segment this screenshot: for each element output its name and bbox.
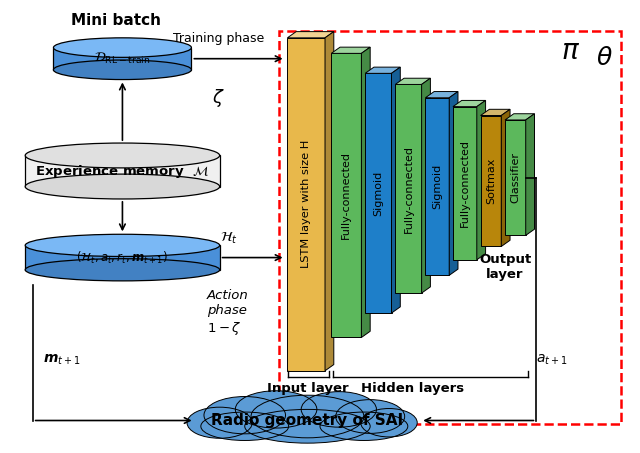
- Polygon shape: [362, 47, 370, 337]
- Polygon shape: [325, 32, 334, 371]
- Ellipse shape: [25, 174, 220, 199]
- FancyBboxPatch shape: [396, 84, 422, 293]
- Text: Action
phase
$1 - \zeta$: Action phase $1 - \zeta$: [207, 289, 249, 337]
- Polygon shape: [287, 32, 334, 38]
- Ellipse shape: [25, 143, 220, 168]
- Polygon shape: [332, 47, 370, 53]
- Ellipse shape: [204, 396, 285, 434]
- Ellipse shape: [54, 38, 191, 58]
- Text: $(\mathcal{H}_t, a_t, r_t, \boldsymbol{m}_{t+1})$: $(\mathcal{H}_t, a_t, r_t, \boldsymbol{m…: [76, 250, 168, 265]
- Polygon shape: [453, 101, 486, 106]
- Bar: [54, 48, 191, 70]
- Polygon shape: [396, 78, 430, 84]
- Text: Classifier: Classifier: [510, 152, 520, 203]
- Text: Output
layer: Output layer: [479, 253, 531, 281]
- Text: Input layer: Input layer: [267, 382, 348, 395]
- Text: $\pi$: $\pi$: [561, 37, 580, 65]
- Ellipse shape: [244, 410, 370, 443]
- Polygon shape: [392, 67, 400, 313]
- Ellipse shape: [187, 407, 252, 438]
- Text: Fully-connected: Fully-connected: [460, 139, 470, 227]
- Polygon shape: [525, 114, 534, 236]
- Text: Sigmoid: Sigmoid: [432, 164, 442, 209]
- Ellipse shape: [25, 234, 220, 256]
- Polygon shape: [449, 92, 458, 275]
- Ellipse shape: [361, 409, 417, 437]
- Ellipse shape: [320, 412, 408, 440]
- FancyBboxPatch shape: [426, 98, 449, 275]
- FancyBboxPatch shape: [365, 73, 392, 313]
- Text: $a_{t+1}$: $a_{t+1}$: [536, 352, 568, 367]
- Text: Radio geometry of SAI: Radio geometry of SAI: [211, 413, 403, 428]
- Ellipse shape: [236, 391, 317, 428]
- Text: $\mathcal{H}_t$: $\mathcal{H}_t$: [220, 231, 238, 246]
- Polygon shape: [505, 114, 534, 120]
- Polygon shape: [477, 101, 486, 260]
- Text: Hidden layers: Hidden layers: [361, 382, 465, 395]
- Ellipse shape: [251, 395, 364, 438]
- Text: $\mathcal{D}_{\mathrm{RL-train}}$: $\mathcal{D}_{\mathrm{RL-train}}$: [94, 51, 150, 66]
- Ellipse shape: [25, 259, 220, 281]
- Polygon shape: [501, 109, 510, 246]
- Bar: [25, 246, 220, 270]
- Text: Fully-connected: Fully-connected: [341, 151, 351, 240]
- FancyBboxPatch shape: [505, 120, 525, 236]
- Ellipse shape: [54, 60, 191, 80]
- Polygon shape: [426, 92, 458, 98]
- FancyBboxPatch shape: [287, 38, 325, 371]
- FancyBboxPatch shape: [332, 53, 362, 337]
- Polygon shape: [422, 78, 430, 293]
- Text: Experience memory  $\mathcal{M}$: Experience memory $\mathcal{M}$: [35, 163, 209, 179]
- Text: Softmax: Softmax: [486, 158, 496, 204]
- Ellipse shape: [201, 412, 289, 440]
- Ellipse shape: [301, 392, 376, 427]
- Polygon shape: [365, 67, 400, 73]
- Text: Fully-connected: Fully-connected: [403, 145, 413, 233]
- Polygon shape: [481, 109, 510, 116]
- Text: LSTM layer with size H: LSTM layer with size H: [301, 140, 311, 269]
- Text: Mini batch: Mini batch: [71, 13, 161, 28]
- Text: Sigmoid: Sigmoid: [373, 171, 383, 216]
- FancyBboxPatch shape: [481, 116, 501, 246]
- Bar: [25, 155, 220, 187]
- Ellipse shape: [336, 400, 404, 434]
- FancyBboxPatch shape: [453, 106, 477, 260]
- Text: $\boldsymbol{m}_{t+1}$: $\boldsymbol{m}_{t+1}$: [43, 352, 81, 367]
- Text: $\theta$: $\theta$: [596, 46, 612, 70]
- Text: Training phase: Training phase: [173, 32, 264, 45]
- Text: $\zeta$: $\zeta$: [212, 87, 225, 109]
